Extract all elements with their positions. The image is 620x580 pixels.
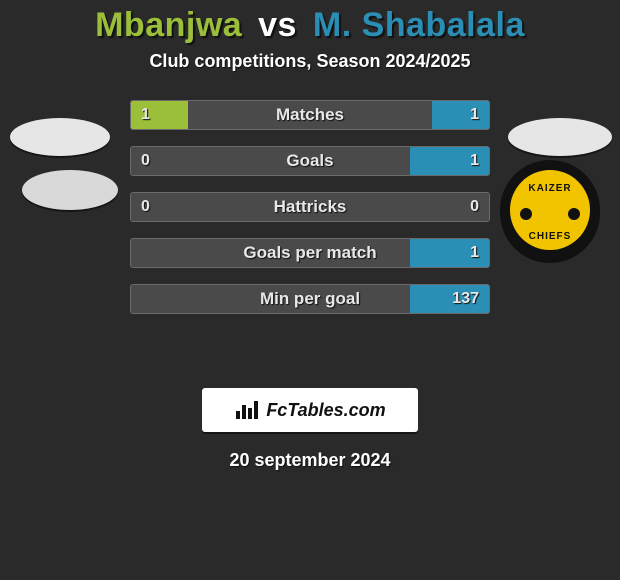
stat-left-value: 1 [141, 101, 150, 129]
stat-right-value: 1 [470, 101, 479, 129]
stat-rows: 1 Matches 1 0 Goals 1 0 Hattricks 0 Goals per mat… [130, 100, 490, 314]
stat-right-value: 1 [470, 147, 479, 175]
soccer-ball-icon [520, 208, 532, 220]
player1-avatar-top [10, 118, 110, 156]
player1-name: Mbanjwa [95, 6, 242, 44]
stat-label: Hattricks [274, 197, 347, 217]
bar-left [131, 101, 188, 129]
stat-row: Goals per match 1 [130, 238, 490, 268]
stat-left-value: 0 [141, 193, 150, 221]
stat-right-value: 137 [452, 285, 479, 313]
player1-avatar-bottom [22, 170, 118, 210]
stat-label: Min per goal [260, 289, 360, 309]
bar-right [432, 101, 489, 129]
subtitle: Club competitions, Season 2024/2025 [0, 51, 620, 72]
stat-label: Goals [286, 151, 333, 171]
stats-stage: KAIZER CHIEFS 1 Matches 1 0 Goals 1 0 Hattricks… [0, 100, 620, 360]
club-logo-inner: KAIZER CHIEFS [507, 167, 593, 253]
bar-chart-icon [234, 399, 260, 421]
comparison-card: Mbanjwa vs M. Shabalala Club competition… [0, 0, 620, 580]
stat-row: 0 Hattricks 0 [130, 192, 490, 222]
player2-avatar-top [508, 118, 612, 156]
player2-club-logo: KAIZER CHIEFS [500, 160, 600, 260]
stat-right-value: 1 [470, 239, 479, 267]
page-title: Mbanjwa vs M. Shabalala [0, 6, 620, 45]
stat-row: 0 Goals 1 [130, 146, 490, 176]
stat-left-value: 0 [141, 147, 150, 175]
stat-right-value: 0 [470, 193, 479, 221]
date-stamp: 20 september 2024 [0, 450, 620, 471]
stat-row: 1 Matches 1 [130, 100, 490, 130]
club-logo-bottom-text: CHIEFS [510, 231, 590, 242]
player2-name: M. Shabalala [313, 6, 525, 44]
source-badge-text: FcTables.com [266, 400, 385, 421]
source-badge[interactable]: FcTables.com [202, 388, 418, 432]
stat-row: Min per goal 137 [130, 284, 490, 314]
stat-label: Matches [276, 105, 344, 125]
soccer-ball-icon [568, 208, 580, 220]
stat-label: Goals per match [243, 243, 376, 263]
club-logo-top-text: KAIZER [528, 183, 571, 194]
vs-separator: vs [258, 6, 297, 44]
